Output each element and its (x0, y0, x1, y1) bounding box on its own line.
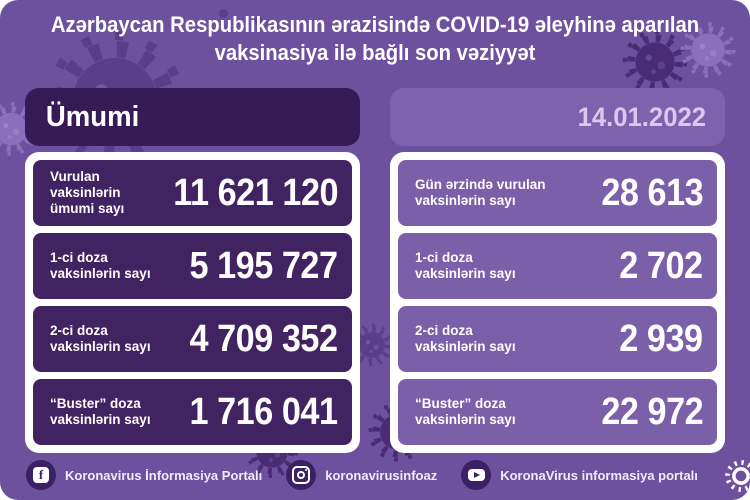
daily-header: 14.01.2022 (390, 88, 725, 146)
stat-value: 1 716 041 (189, 390, 339, 433)
youtube-icon (461, 460, 492, 490)
virus-logo-icon (725, 459, 750, 492)
stat-label: Gün ərzində vurulan vaksinlərin sayı (415, 177, 546, 208)
stat-row-first-dose-daily: 1-ci doza vaksinlərin sayı 2 702 (398, 233, 717, 299)
stat-row-first-dose-total: 1-ci doza vaksinlərin sayı 5 195 727 (33, 233, 352, 299)
report-date: 14.01.2022 (577, 102, 706, 132)
stat-row-booster-dose-daily: “Buster” doza vaksinlərin sayı 22 972 (398, 379, 717, 445)
stat-label: “Buster” doza vaksinlərin sayı (50, 396, 151, 427)
facebook-label: Koronavirus İnformasiya Portalı (65, 467, 263, 483)
totals-header-label: Ümumi (45, 101, 140, 133)
daily-panel: Gün ərzində vurulan vaksinlərin sayı 28 … (390, 152, 725, 453)
stat-value: 22 972 (601, 390, 703, 433)
stat-value: 11 621 120 (173, 171, 338, 214)
dot-decoration (255, 17, 262, 24)
stat-row-second-dose-total: 2-ci doza vaksinlərin sayı 4 709 352 (33, 306, 352, 372)
stat-value: 4 709 352 (189, 317, 339, 360)
facebook-icon: f (26, 460, 56, 490)
facebook-link[interactable]: f Koronavirus İnformasiya Portalı (26, 460, 262, 490)
totals-panel: Vurulan vaksinlərin ümumi sayı 11 621 12… (25, 152, 360, 453)
stat-value: 5 195 727 (189, 244, 339, 287)
stat-label: 1-ci doza vaksinlərin sayı (415, 250, 516, 281)
stat-row-total-vaccines: Vurulan vaksinlərin ümumi sayı 11 621 12… (33, 160, 352, 226)
stat-value: 28 613 (601, 171, 703, 214)
stat-value: 2 939 (619, 317, 704, 360)
stat-value: 2 702 (619, 244, 704, 287)
page-title: Azərbaycan Respublikasının ərazisində CO… (0, 11, 750, 67)
totals-header: Ümumi (25, 88, 360, 146)
page-title-line1: Azərbaycan Respublikasının ərazisində CO… (50, 12, 700, 37)
stat-label: Vurulan vaksinlərin ümumi sayı (50, 169, 125, 216)
instagram-icon (286, 460, 317, 490)
youtube-link[interactable]: KoronaVirus informasiya portalı (461, 460, 698, 490)
page-title-line2: vaksinasiya ilə bağlı son vəziyyət (214, 40, 536, 65)
stat-label: 2-ci doza vaksinlərin sayı (50, 323, 151, 354)
stat-row-booster-dose-total: “Buster” doza vaksinlərin sayı 1 716 041 (33, 379, 352, 445)
stat-label: 1-ci doza vaksinlərin sayı (50, 250, 151, 281)
youtube-label: KoronaVirus informasiya portalı (500, 467, 698, 483)
instagram-link[interactable]: koronavirusinfoaz (286, 460, 437, 490)
dot-decoration (219, 9, 228, 18)
stat-row-daily-vaccines: Gün ərzində vurulan vaksinlərin sayı 28 … (398, 160, 717, 226)
stat-label: “Buster” doza vaksinlərin sayı (415, 396, 516, 427)
footer: f Koronavirus İnformasiya Portalı korona… (0, 450, 750, 500)
stat-label: 2-ci doza vaksinlərin sayı (415, 323, 516, 354)
stat-row-second-dose-daily: 2-ci doza vaksinlərin sayı 2 939 (398, 306, 717, 372)
instagram-label: koronavirusinfoaz (325, 467, 438, 483)
